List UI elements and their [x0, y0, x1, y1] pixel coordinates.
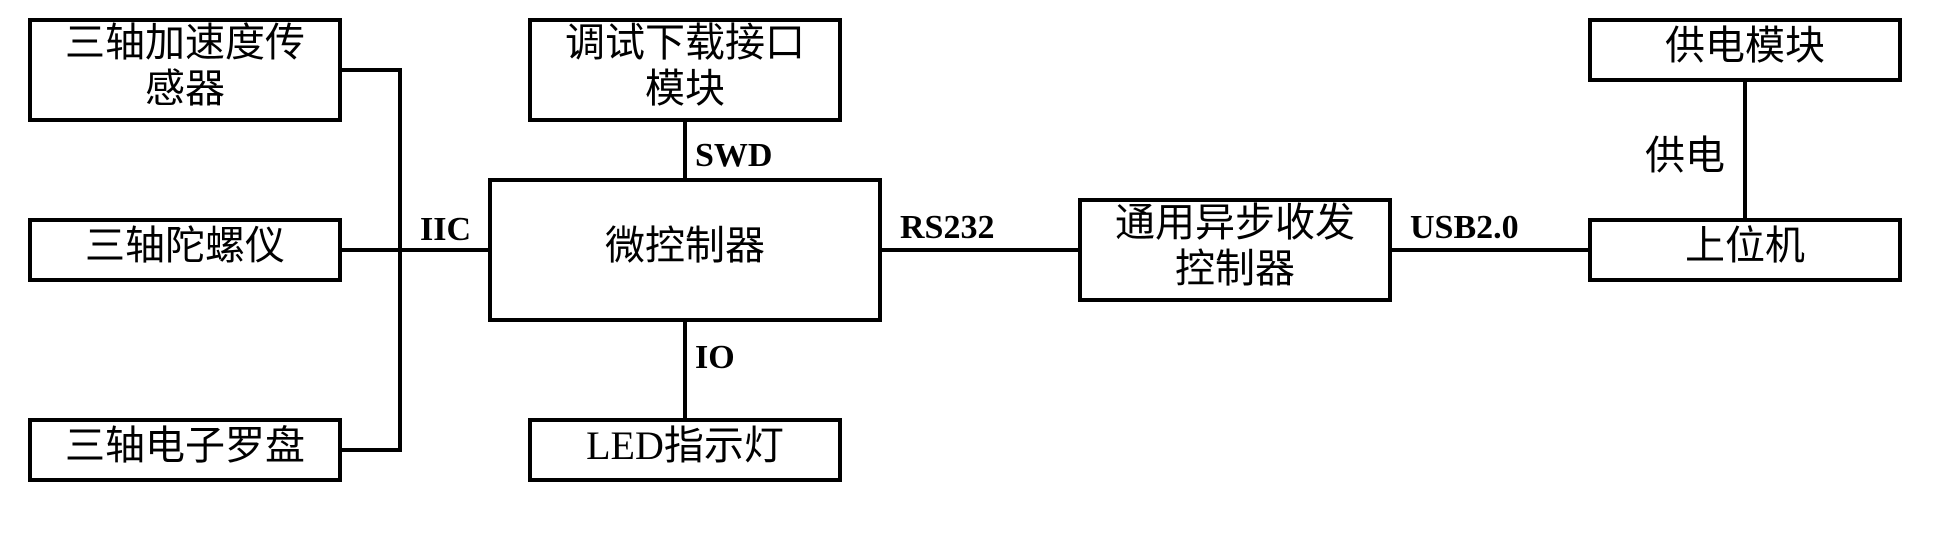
- node-label-uart: 通用异步收发: [1115, 200, 1355, 245]
- node-label-debug: 调试下载接口: [565, 20, 805, 65]
- connector-line: [340, 70, 400, 250]
- node-label-mcu: 微控制器: [605, 223, 765, 268]
- node-label-led: LED指示灯: [586, 423, 784, 468]
- node-label-power: 供电模块: [1665, 23, 1825, 68]
- edge-label-pwr: 供电: [1645, 133, 1725, 178]
- node-label-accel: 感器: [145, 66, 225, 111]
- node-label-compass: 三轴电子罗盘: [65, 423, 305, 468]
- connector-line: [340, 250, 400, 450]
- edge-label-io: IO: [695, 339, 735, 376]
- edge-label-usb: USB2.0: [1410, 209, 1519, 246]
- edge-label-rs232: RS232: [900, 209, 994, 246]
- node-label-host: 上位机: [1685, 223, 1805, 268]
- node-label-accel: 三轴加速度传: [65, 20, 305, 65]
- edge-label-swd: SWD: [695, 137, 772, 174]
- edge-label-iic: IIC: [420, 211, 471, 248]
- node-label-uart: 控制器: [1175, 246, 1295, 291]
- node-label-gyro: 三轴陀螺仪: [85, 223, 285, 268]
- node-label-debug: 模块: [645, 66, 725, 111]
